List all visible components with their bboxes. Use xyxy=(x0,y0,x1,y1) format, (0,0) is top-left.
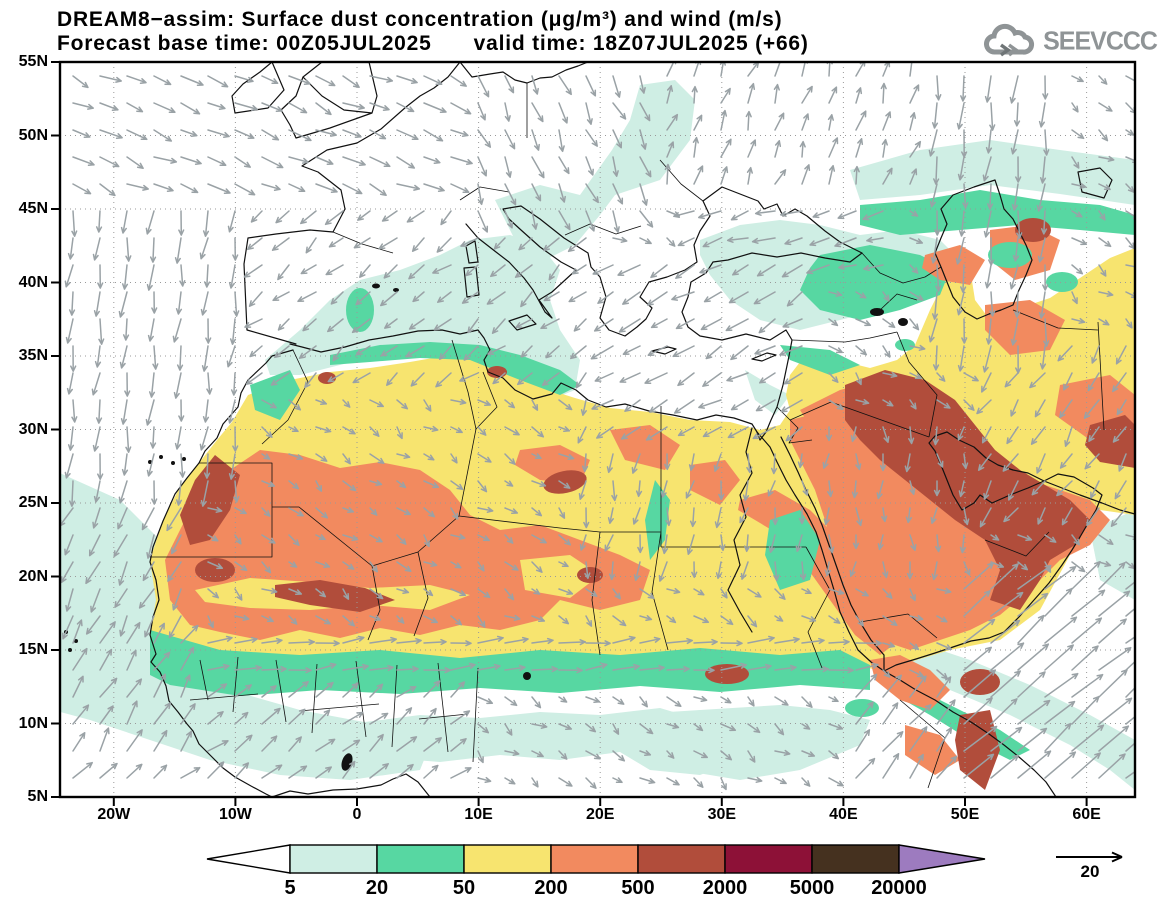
colorbar-value-label: 5 xyxy=(284,877,296,899)
colorbar-value-label: 200 xyxy=(534,877,568,899)
dust-fill-20-50-accents xyxy=(645,242,1078,717)
coastlines xyxy=(149,62,1135,797)
graticule xyxy=(60,62,1135,797)
lat-tick-label: 25N xyxy=(18,494,48,511)
lat-tick-label: 55N xyxy=(18,53,48,70)
colorbar-value-label: 20000 xyxy=(871,877,927,899)
lon-tick-label: 10W xyxy=(218,806,252,823)
colorbar-value-label: 2000 xyxy=(702,877,748,899)
valid-time: valid time: 18Z07JUL2025 (+66) xyxy=(473,32,809,55)
wind-vectors xyxy=(60,62,1135,791)
lon-tick-label: 60E xyxy=(1072,806,1101,823)
country-borders xyxy=(150,83,1105,789)
figure-title: DREAM8−assim: Surface dust concentration… xyxy=(57,8,783,31)
wind-reference-label: 20 xyxy=(1080,862,1100,881)
seevccc-logo: SEEVCCC xyxy=(983,22,1158,60)
lat-tick-label: 20N xyxy=(18,567,48,585)
lat-tick-label: 50N xyxy=(18,126,48,144)
lat-tick-label: 10N xyxy=(18,714,48,732)
lat-tick-label: 40N xyxy=(18,273,48,291)
axis-ticks xyxy=(51,61,1088,806)
forecast-base-time: Forecast base time: 00Z05JUL2025 xyxy=(57,32,432,55)
lat-tick-label: 15N xyxy=(18,641,48,658)
figure-subtitle: Forecast base time: 00Z05JUL2025 valid ti… xyxy=(57,32,809,56)
lon-tick-label: 20E xyxy=(585,806,615,823)
lon-tick-label: 50E xyxy=(950,806,980,823)
cloud-icon xyxy=(984,23,1035,57)
lakes-and-islands xyxy=(64,283,908,771)
lon-tick-label: 40E xyxy=(829,806,858,823)
lon-tick-label: 0 xyxy=(352,806,362,823)
lat-tick-label: 45N xyxy=(18,200,48,217)
lat-tick-label: 35N xyxy=(18,347,48,364)
colorbar-value-label: 20 xyxy=(365,877,389,899)
colorbar-value-label: 50 xyxy=(452,877,476,899)
colorbar-value-label: 500 xyxy=(621,877,655,899)
lat-tick-label: 30N xyxy=(18,420,48,438)
lon-tick-label: 10E xyxy=(464,806,493,823)
colorbar-value-label: 5000 xyxy=(789,877,835,899)
lat-tick-label: 5N xyxy=(27,788,48,805)
logo-text: SEEVCCC xyxy=(1043,25,1158,56)
title-block: DREAM8−assim: Surface dust concentration… xyxy=(57,8,809,56)
lon-tick-label: 20W xyxy=(97,806,131,823)
lon-tick-label: 30E xyxy=(707,806,737,823)
